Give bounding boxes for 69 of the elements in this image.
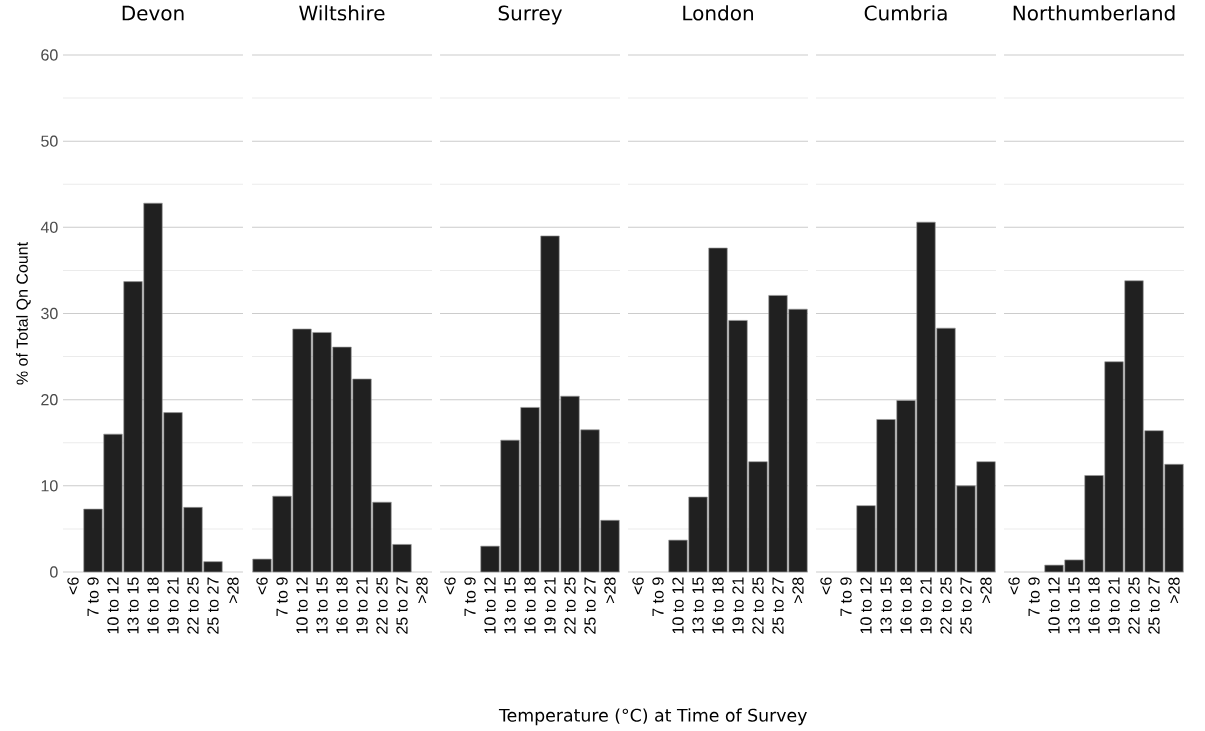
x-tick-label: 19 to 21 [920, 577, 932, 634]
x-tick-label: <6 [67, 577, 79, 595]
x-tick-label: >28 [227, 577, 239, 604]
y-tick-label: 20 [41, 394, 58, 406]
x-tick-label: 16 to 18 [1088, 577, 1100, 634]
x-tick-label: 25 to 27 [1148, 577, 1160, 634]
x-tick-label: <6 [444, 577, 456, 595]
y-tick-label: 10 [41, 480, 58, 492]
x-tick-label: 25 to 27 [584, 577, 596, 634]
x-tick-label: 16 to 18 [147, 577, 159, 634]
x-tick-label: 19 to 21 [732, 577, 744, 634]
x-tick-label: 7 to 9 [1028, 577, 1040, 616]
x-tick-label: 16 to 18 [336, 577, 348, 634]
x-tick-label: 16 to 18 [900, 577, 912, 634]
x-tick-label: 16 to 18 [712, 577, 724, 634]
x-tick-label: 22 to 25 [1128, 577, 1140, 634]
x-tick-label: 22 to 25 [752, 577, 764, 634]
x-tick-label: 13 to 15 [316, 577, 328, 634]
x-tick-label: >28 [792, 577, 804, 604]
x-tick-label: >28 [980, 577, 992, 604]
x-tick-label: 25 to 27 [207, 577, 219, 634]
x-tick-label: 16 to 18 [524, 577, 536, 634]
y-tick-label: 0 [50, 566, 58, 578]
x-tick-label: 10 to 12 [860, 577, 872, 634]
x-tick-label: 25 to 27 [772, 577, 784, 634]
x-tick-label: 7 to 9 [840, 577, 852, 616]
chart-title: Surrey [498, 5, 562, 25]
x-tick-label: <6 [820, 577, 832, 595]
x-tick-label: 22 to 25 [564, 577, 576, 634]
chart-title: Wiltshire [299, 5, 385, 21]
x-tick-label: 13 to 15 [1068, 577, 1080, 634]
x-tick-label: 7 to 9 [87, 577, 99, 616]
x-tick-label: 10 to 12 [672, 577, 684, 634]
x-tick-label: 7 to 9 [276, 577, 288, 616]
y-axis-title: % of Total Qn Count [16, 242, 31, 385]
x-tick-label: <6 [632, 577, 644, 595]
x-tick-label: 10 to 12 [296, 577, 308, 634]
x-tick-label: 13 to 15 [504, 577, 516, 634]
x-tick-label: <6 [256, 577, 268, 595]
x-tick-label: 22 to 25 [376, 577, 388, 634]
y-tick-label: 60 [41, 49, 58, 61]
x-tick-label: 25 to 27 [396, 577, 408, 634]
chart-title: Devon [122, 5, 184, 21]
chart-title: Cumbria [864, 5, 947, 21]
chart-title: London [683, 5, 753, 21]
x-tick-label: <6 [1008, 577, 1020, 595]
x-tick-label: 22 to 25 [940, 577, 952, 634]
x-tick-label: 22 to 25 [187, 577, 199, 634]
x-tick-label: 19 to 21 [167, 577, 179, 634]
x-tick-label: 19 to 21 [356, 577, 368, 634]
x-tick-label: 13 to 15 [692, 577, 704, 634]
x-tick-label: 10 to 12 [107, 577, 119, 634]
x-tick-label: 25 to 27 [960, 577, 972, 634]
x-tick-label: 13 to 15 [880, 577, 892, 634]
x-tick-label: >28 [1168, 577, 1180, 604]
x-tick-label: >28 [416, 577, 428, 604]
x-tick-label: 19 to 21 [544, 577, 556, 634]
y-tick-label: 50 [41, 135, 58, 147]
chart-title: Northumberland [1013, 5, 1175, 21]
x-tick-label: >28 [604, 577, 616, 604]
x-axis-title: Temperature (°C) at Time of Survey [498, 708, 807, 726]
y-tick-label: 40 [40, 221, 58, 233]
x-tick-label: 7 to 9 [464, 577, 476, 616]
x-tick-label: 10 to 12 [484, 577, 496, 634]
x-tick-label: 19 to 21 [1108, 577, 1120, 634]
x-tick-label: 10 to 12 [1048, 577, 1060, 634]
x-tick-label: 7 to 9 [652, 577, 664, 616]
y-tick-label: 30 [41, 307, 58, 320]
x-tick-label: 13 to 15 [127, 577, 139, 634]
